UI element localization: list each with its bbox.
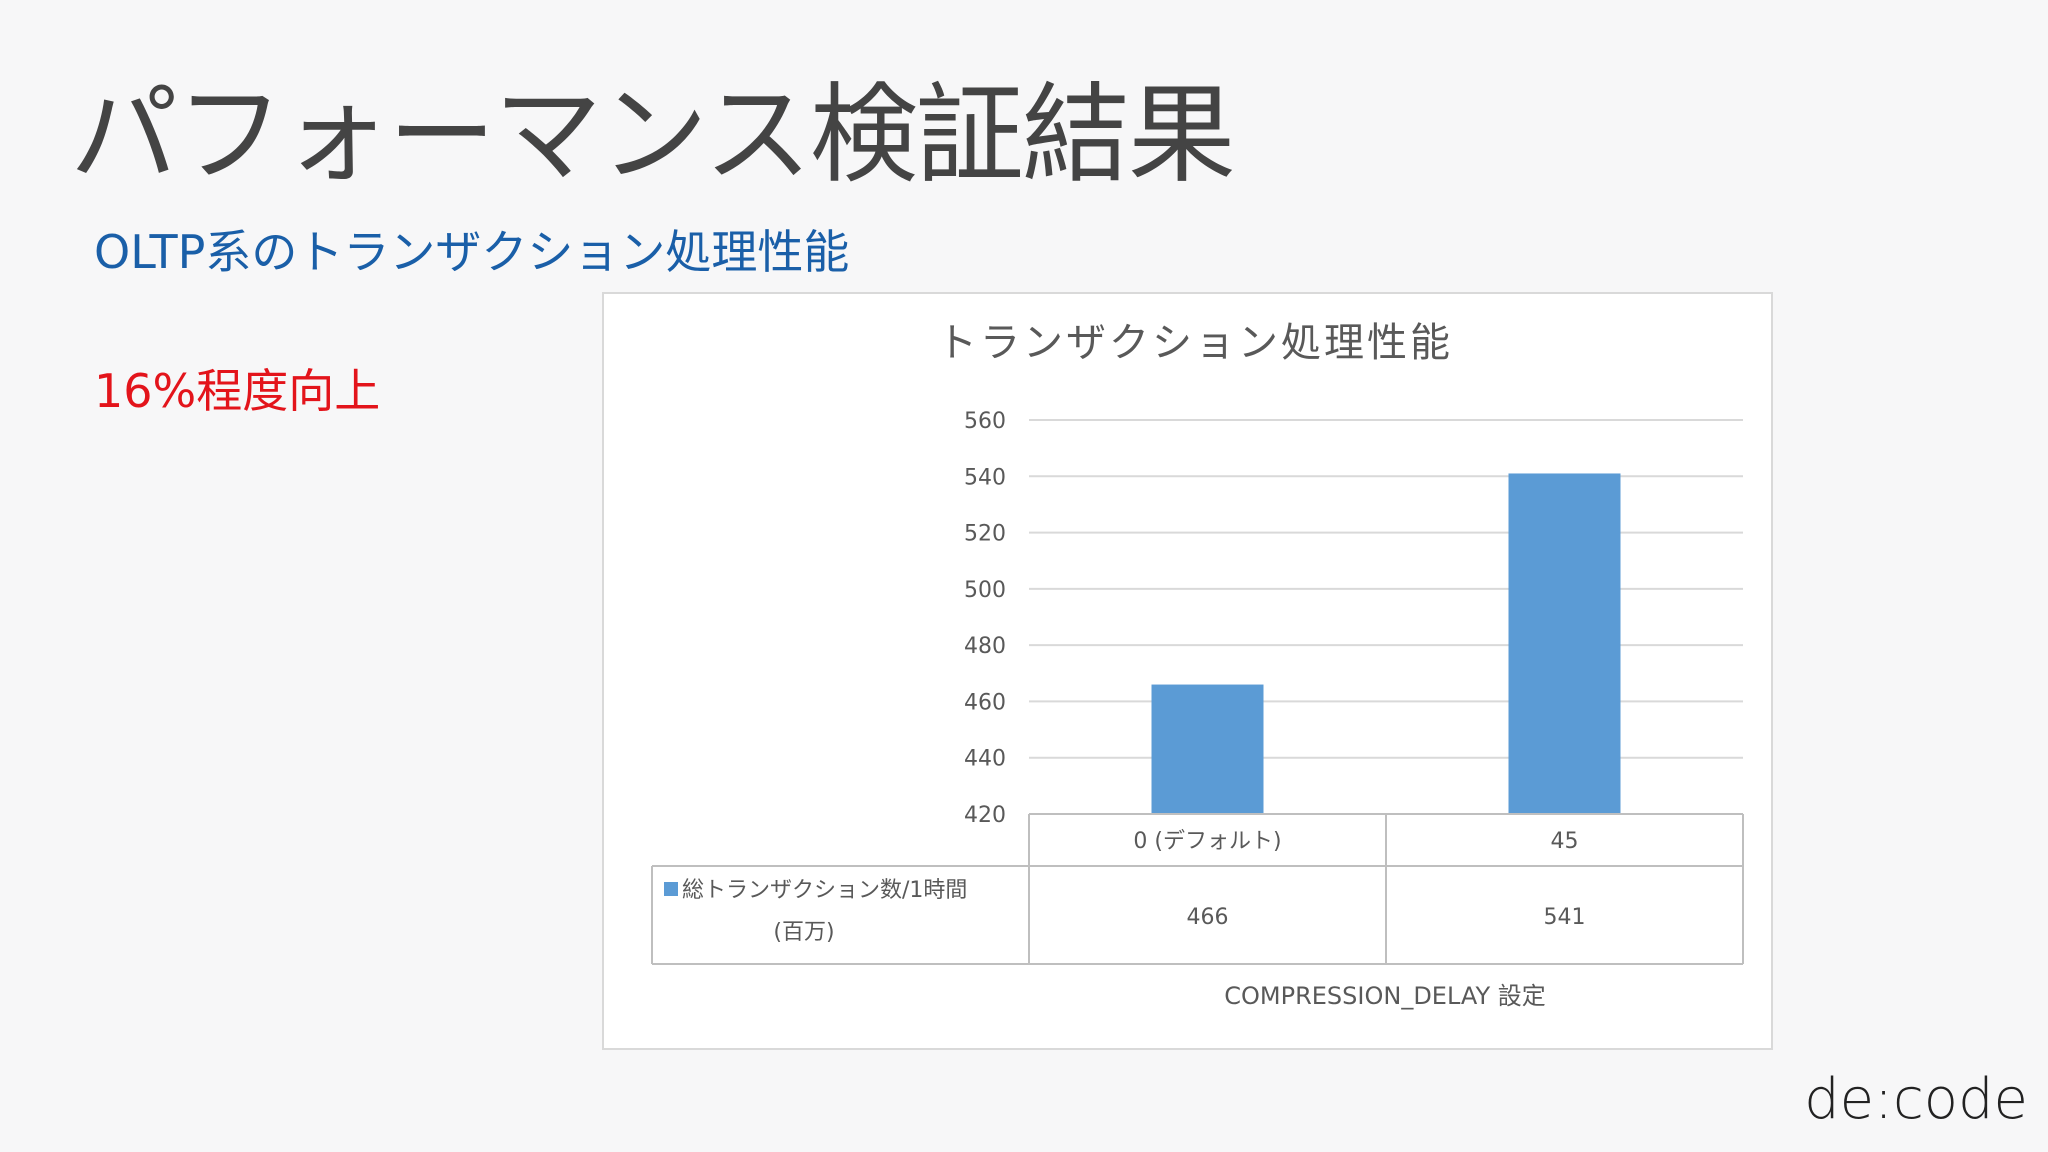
bar — [1508, 473, 1621, 814]
series-label: 総トランザクション数/1時間 — [682, 878, 967, 903]
x-axis-title: COMPRESSION_DELAY 設定 — [1224, 982, 1545, 1010]
legend-key — [664, 882, 678, 896]
chart-frame: トランザクション処理性能 420 440 460 480 500 520 540 560 0 … — [602, 292, 1773, 1050]
y-tick-label: 540 — [964, 465, 1006, 490]
slide-title: パフォーマンス検証結果 — [70, 73, 1236, 198]
y-tick-label: 560 — [964, 409, 1006, 434]
y-tick-label: 480 — [964, 634, 1006, 659]
y-tick-label: 520 — [964, 522, 1006, 547]
decode-logo: de:code — [1804, 1067, 2028, 1132]
bar — [1151, 684, 1264, 814]
x-category-label: 45 — [1551, 829, 1579, 854]
bar-chart: トランザクション処理性能 420 440 460 480 500 520 540 560 0 … — [651, 320, 1744, 1010]
y-tick-label: 440 — [964, 747, 1006, 772]
chart-title: トランザクション処理性能 — [937, 320, 1453, 366]
series-label-unit: (百万) — [773, 920, 834, 945]
y-tick-label: 500 — [964, 578, 1006, 603]
data-label: 466 — [1187, 905, 1229, 930]
data-label: 541 — [1544, 905, 1586, 930]
highlight-text: 16%程度向上 — [94, 364, 381, 418]
x-category-label: 0 (デフォルト) — [1133, 829, 1281, 854]
y-tick-label: 460 — [964, 690, 1006, 715]
y-tick-label: 420 — [964, 803, 1006, 828]
slide-subtitle: OLTP系のトランザクション処理性能 — [94, 225, 850, 279]
